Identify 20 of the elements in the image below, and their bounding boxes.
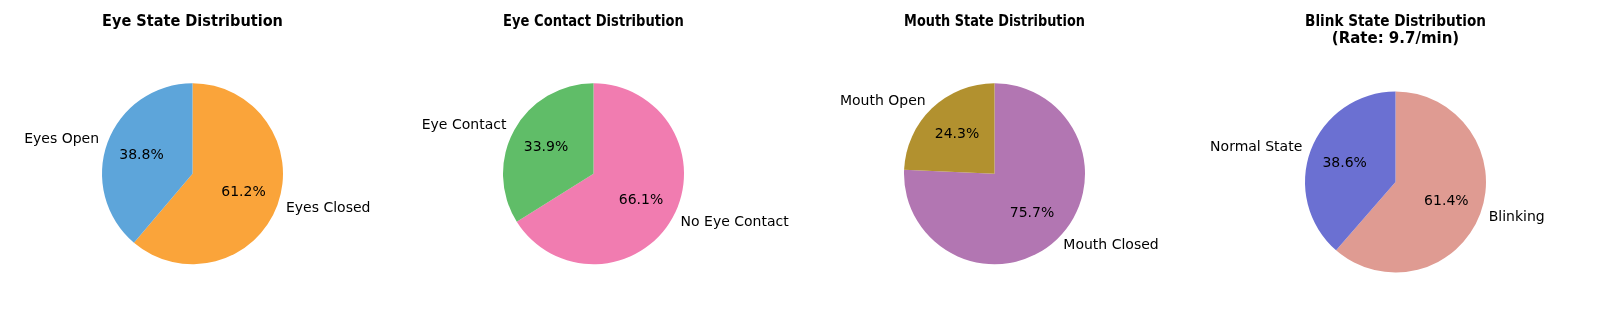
slice-label: Normal State bbox=[1210, 137, 1303, 154]
data-label: 61.2% bbox=[221, 183, 266, 200]
data-label: 61.4% bbox=[1424, 191, 1469, 208]
data-label: 75.7% bbox=[1009, 203, 1055, 220]
chart-title: Blink State Distribution (Rate: 9.7/min) bbox=[1305, 12, 1486, 47]
data-label: 24.3% bbox=[934, 125, 980, 142]
slice-label: Blinking bbox=[1488, 207, 1545, 224]
chart-title: Eye State Distribution bbox=[102, 11, 283, 30]
data-label: 66.1% bbox=[618, 190, 664, 207]
slice-label: Mouth Open bbox=[839, 92, 926, 109]
slice-label: Mouth Closed bbox=[1063, 236, 1159, 253]
chart-title: Eye Contact Distribution bbox=[503, 12, 684, 30]
slice-label: Eyes Closed bbox=[285, 198, 371, 215]
data-label: 38.8% bbox=[119, 145, 164, 162]
slice-label: Eye Contact bbox=[421, 116, 507, 133]
chart-title: Mouth State Distribution bbox=[904, 12, 1085, 30]
data-label: 33.9% bbox=[523, 138, 569, 155]
slice-label: Eyes Open bbox=[24, 130, 100, 147]
slice-label: No Eye Contact bbox=[680, 212, 790, 229]
data-label: 38.6% bbox=[1322, 153, 1367, 170]
